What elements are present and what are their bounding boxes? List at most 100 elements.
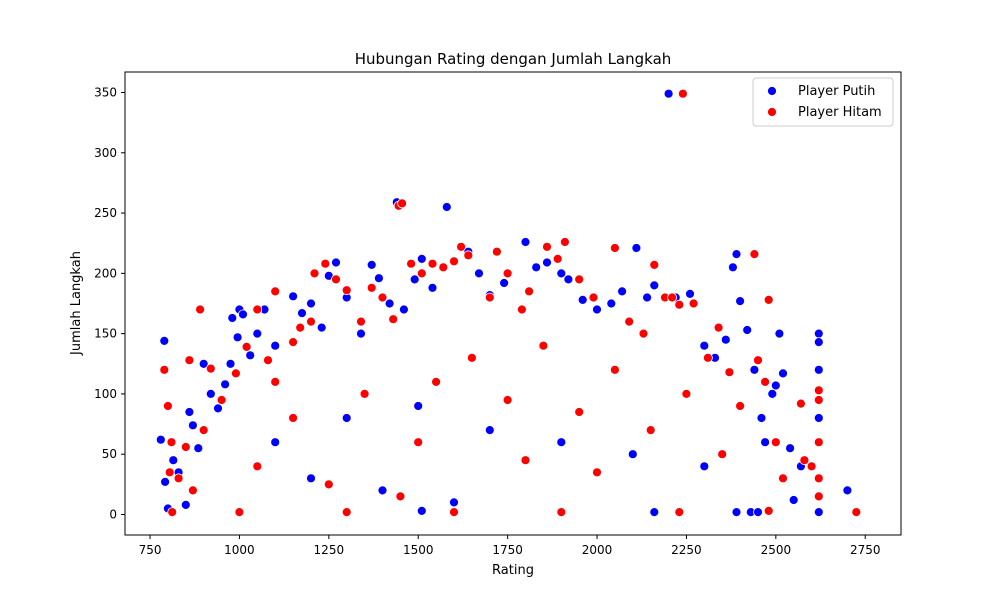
point-player-hitam: [359, 388, 370, 399]
point-player-hitam: [164, 467, 175, 478]
point-player-putih: [556, 437, 567, 448]
point-player-hitam: [813, 395, 824, 405]
y-tick-label: 350: [94, 85, 117, 99]
y-tick-label: 0: [109, 508, 117, 522]
point-player-putih: [556, 268, 567, 279]
point-player-putih: [270, 437, 281, 448]
point-player-hitam: [717, 449, 728, 460]
x-tick-label: 750: [139, 543, 162, 557]
point-player-hitam: [463, 250, 474, 261]
point-player-hitam: [388, 314, 399, 325]
point-player-hitam: [813, 385, 824, 396]
x-tick-label: 2000: [582, 543, 613, 557]
x-tick-label: 2750: [850, 543, 881, 557]
x-tick-label: 1500: [403, 543, 434, 557]
point-player-hitam: [796, 398, 806, 409]
point-player-putih: [184, 407, 195, 417]
y-axis-label: Jumlah Langkah: [69, 251, 84, 356]
point-player-putih: [205, 388, 216, 399]
point-player-putih: [753, 507, 763, 517]
point-player-hitam: [456, 241, 467, 252]
point-player-hitam: [306, 316, 316, 327]
point-player-hitam: [159, 364, 170, 375]
point-player-hitam: [252, 461, 263, 472]
point-player-hitam: [173, 473, 184, 484]
point-player-hitam: [749, 249, 760, 260]
point-player-putih: [398, 304, 409, 315]
point-player-hitam: [517, 304, 527, 315]
point-player-putih: [617, 286, 627, 297]
point-player-putih: [409, 274, 420, 285]
point-player-hitam: [438, 262, 449, 273]
point-player-hitam: [735, 401, 745, 411]
point-player-hitam: [753, 355, 763, 366]
point-player-hitam: [427, 258, 438, 269]
point-player-hitam: [538, 340, 549, 351]
point-player-hitam: [592, 467, 602, 478]
point-player-putih: [306, 298, 316, 309]
point-player-hitam: [449, 256, 459, 267]
point-player-hitam: [356, 316, 366, 327]
point-player-hitam: [162, 401, 173, 411]
point-player-hitam: [263, 355, 273, 366]
point-player-hitam: [688, 298, 699, 309]
point-player-hitam: [230, 368, 241, 379]
point-player-putih: [377, 485, 388, 496]
point-player-putih: [649, 280, 660, 291]
point-player-hitam: [416, 268, 427, 279]
point-player-hitam: [574, 407, 585, 417]
point-player-putih: [416, 253, 427, 264]
point-player-hitam: [309, 268, 320, 279]
legend-marker-player-putih: [767, 86, 777, 96]
point-player-putih: [213, 403, 223, 414]
point-player-putih: [842, 485, 853, 496]
point-player-hitam: [502, 268, 513, 279]
point-player-hitam: [763, 294, 774, 305]
point-player-putih: [774, 328, 785, 339]
point-player-putih: [813, 413, 824, 423]
x-tick-label: 2500: [761, 543, 792, 557]
point-player-hitam: [813, 473, 824, 484]
point-player-hitam: [234, 507, 245, 517]
point-player-hitam: [724, 367, 735, 378]
point-player-putih: [563, 274, 574, 285]
point-player-hitam: [560, 237, 570, 247]
point-player-hitam: [703, 352, 713, 363]
point-player-putih: [760, 437, 770, 448]
point-player-putih: [366, 259, 377, 270]
point-player-putih: [252, 328, 263, 339]
point-player-hitam: [799, 455, 810, 466]
point-player-putih: [474, 268, 484, 279]
point-player-hitam: [323, 479, 334, 490]
point-player-hitam: [502, 395, 513, 405]
point-player-hitam: [166, 437, 177, 448]
point-player-hitam: [524, 286, 534, 297]
plot-frame: [124, 71, 902, 536]
point-player-hitam: [713, 322, 724, 333]
point-player-hitam: [813, 437, 824, 448]
point-player-hitam: [542, 241, 552, 252]
point-player-putih: [770, 380, 781, 391]
point-player-hitam: [198, 425, 209, 436]
x-tick-label: 1250: [314, 543, 345, 557]
point-player-putih: [813, 337, 824, 348]
point-player-putih: [520, 237, 531, 247]
point-player-hitam: [288, 337, 299, 348]
point-player-putih: [685, 288, 695, 299]
point-player-hitam: [331, 274, 341, 285]
point-player-putih: [180, 499, 191, 510]
point-player-hitam: [431, 376, 442, 387]
point-player-hitam: [270, 376, 281, 387]
point-player-hitam: [288, 413, 299, 423]
point-player-putih: [155, 434, 166, 445]
point-player-hitam: [406, 258, 417, 269]
x-tick-label: 1000: [224, 543, 255, 557]
point-player-putih: [416, 505, 427, 516]
y-tick-label: 200: [94, 266, 117, 280]
point-player-putih: [731, 507, 742, 517]
point-player-putih: [159, 335, 170, 346]
point-player-putih: [356, 328, 366, 339]
point-player-hitam: [610, 243, 620, 253]
y-tick-label: 300: [94, 146, 117, 160]
point-player-putih: [749, 364, 760, 375]
